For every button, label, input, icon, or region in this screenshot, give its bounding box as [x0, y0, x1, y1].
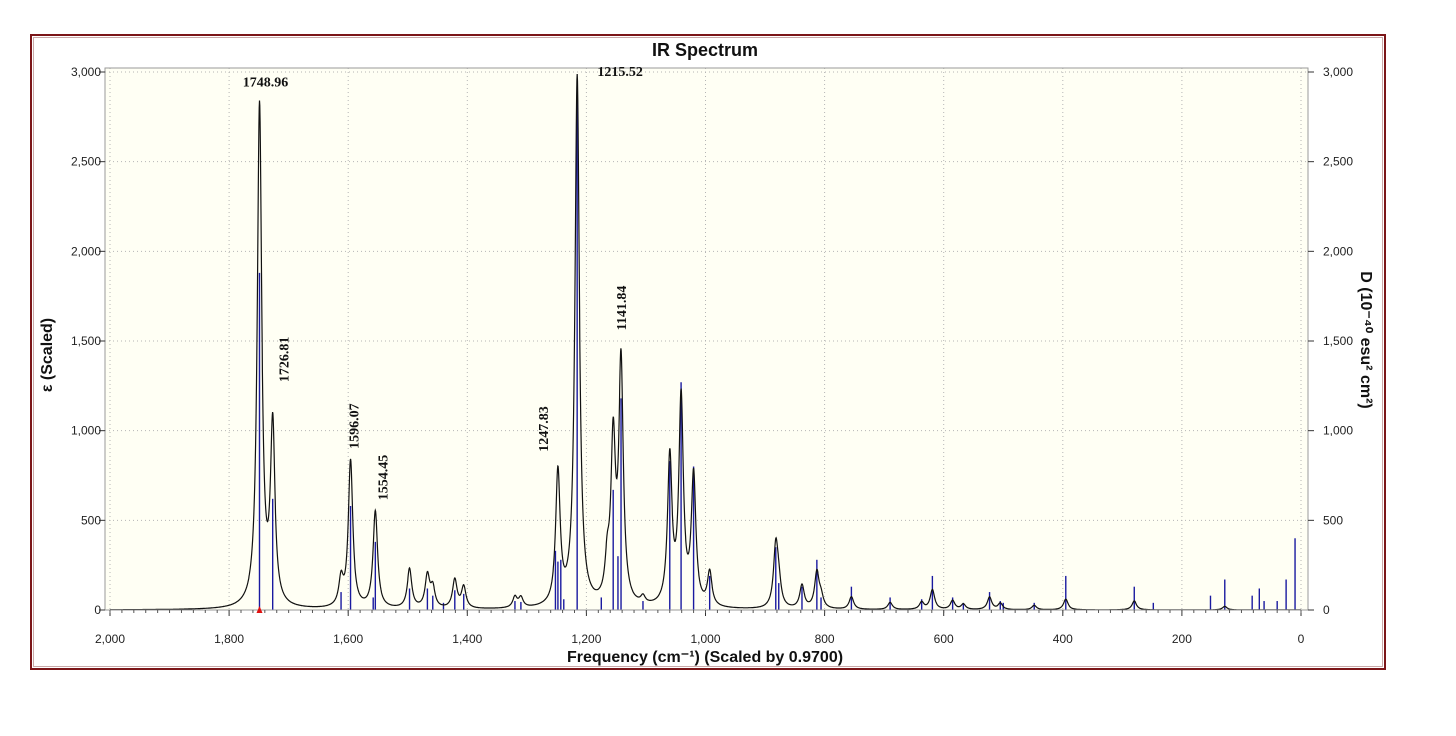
- y-tick-label-left: 2,500: [71, 155, 101, 169]
- y-axis-title-right: D (10⁻⁴⁰ esu² cm²): [1357, 271, 1374, 408]
- x-tick-label: 600: [934, 632, 954, 646]
- y-tick-label-left: 500: [81, 513, 101, 527]
- axes: 2,000 1,800 1,600 1,400 1,200 1,000 800 600 400 2…: [71, 65, 1353, 646]
- y-tick-label-left: 2,000: [71, 244, 101, 258]
- peak-labels: 1748.96 1726.81 1596.07 1554.45 1247.83 1215.…: [243, 65, 643, 500]
- y-axis-title-left: ε (Scaled): [39, 318, 56, 392]
- x-tick-label: 1,000: [690, 632, 720, 646]
- selected-peak-marker[interactable]: [256, 606, 263, 613]
- stick-spectrum: [258, 86, 1296, 610]
- peak-label: 1247.83: [537, 406, 552, 452]
- y-tick-label-left: 1,500: [71, 334, 101, 348]
- x-tick-label: 1,600: [333, 632, 363, 646]
- x-axis-title: Frequency (cm⁻¹) (Scaled by 0.9700): [567, 649, 843, 666]
- y-tick-label-left: 3,000: [71, 65, 101, 79]
- peak-label: 1726.81: [278, 337, 293, 383]
- peak-label: 1596.07: [348, 403, 363, 449]
- chart-title: IR Spectrum: [652, 40, 758, 60]
- plot-area: [105, 68, 1308, 610]
- x-tick-label: 200: [1172, 632, 1192, 646]
- y-tick-label-right: 0: [1323, 603, 1330, 617]
- x-tick-label: 1,800: [214, 632, 244, 646]
- x-tick-label: 400: [1053, 632, 1073, 646]
- plot-border: [104, 67, 1309, 611]
- peak-label: 1748.96: [243, 75, 289, 90]
- y-tick-label-left: 1,000: [71, 424, 101, 438]
- y-tick-label-right: 1,000: [1323, 424, 1353, 438]
- peak-label: 1215.52: [597, 65, 643, 80]
- y-tick-label-right: 2,000: [1323, 244, 1353, 258]
- y-tick-label-right: 2,500: [1323, 155, 1353, 169]
- x-tick-label: 2,000: [95, 632, 125, 646]
- x-tick-label: 1,200: [571, 632, 601, 646]
- peak-label: 1554.45: [376, 455, 391, 501]
- x-tick-label: 800: [815, 632, 835, 646]
- y-tick-label-right: 500: [1323, 513, 1343, 527]
- y-tick-label-right: 3,000: [1323, 65, 1353, 79]
- x-tick-label: 0: [1298, 632, 1305, 646]
- peak-label: 1141.84: [615, 286, 630, 331]
- x-tick-label: 1,400: [452, 632, 482, 646]
- y-tick-label-right: 1,500: [1323, 334, 1353, 348]
- y-tick-label-left: 0: [94, 603, 101, 617]
